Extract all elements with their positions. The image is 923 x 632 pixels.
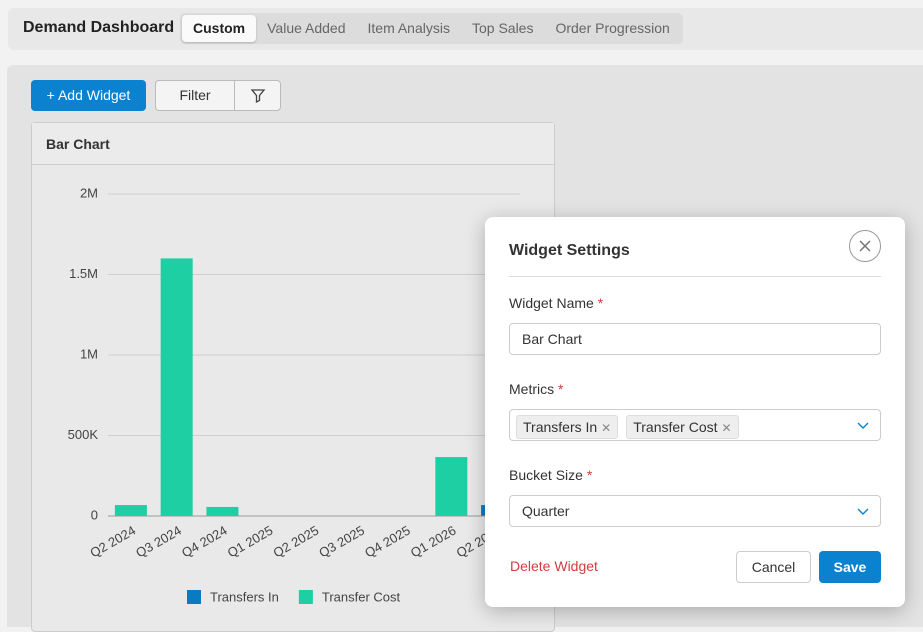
field-label: Widget Name * bbox=[509, 295, 604, 311]
page-title: Demand Dashboard bbox=[23, 19, 175, 36]
y-tick-label: 500K bbox=[68, 427, 99, 442]
widget-settings-dialog: Widget Settings Widget Name * Bar Chart … bbox=[485, 217, 905, 607]
bar bbox=[435, 457, 468, 516]
dialog-title: Widget Settings bbox=[509, 242, 630, 259]
metrics-select[interactable]: Transfers In ✕ Transfer Cost ✕ bbox=[509, 409, 881, 441]
bar bbox=[206, 506, 239, 516]
x-tick-label: Q4 2024 bbox=[179, 523, 230, 561]
bar bbox=[114, 505, 147, 516]
filter-icon bbox=[250, 89, 266, 104]
tab[interactable]: Item Analysis bbox=[367, 20, 450, 36]
top-bar: Demand Dashboard Custom Value Added Item A… bbox=[8, 8, 923, 50]
legend-swatch bbox=[187, 590, 201, 604]
field-label: Metrics * bbox=[509, 381, 564, 397]
x-tick-label: Q3 2024 bbox=[133, 523, 184, 561]
x-tick-label: Q3 2025 bbox=[316, 523, 367, 561]
cancel-button[interactable]: Cancel bbox=[736, 551, 811, 583]
x-tick-label: Q1 2025 bbox=[225, 523, 276, 561]
y-tick-label: 1M bbox=[80, 346, 98, 361]
bucket-size-select[interactable]: Quarter bbox=[509, 495, 881, 527]
widget-name-input[interactable]: Bar Chart bbox=[509, 323, 881, 355]
save-button[interactable]: Save bbox=[819, 551, 881, 583]
x-tick-label: Q4 2025 bbox=[362, 523, 413, 561]
tab[interactable]: Value Added bbox=[267, 20, 346, 36]
y-tick-label: 1.5M bbox=[69, 266, 98, 281]
legend-label: Transfer Cost bbox=[322, 589, 401, 604]
metric-tag[interactable]: Transfer Cost ✕ bbox=[626, 415, 739, 439]
field-label: Bucket Size * bbox=[509, 467, 593, 483]
filter-label: Filter bbox=[179, 87, 211, 103]
x-tick-label: Q2 2024 bbox=[87, 523, 138, 561]
tab-bar: Custom Value Added Item Analysis Top Sales O… bbox=[180, 13, 683, 44]
tab[interactable]: Top Sales bbox=[471, 20, 534, 36]
y-tick-label: 0 bbox=[91, 507, 98, 522]
delete-widget-link[interactable]: Delete Widget bbox=[510, 558, 598, 574]
tab[interactable]: Custom bbox=[182, 15, 257, 42]
tab[interactable]: Order Progression bbox=[555, 20, 670, 36]
legend-label: Transfers In bbox=[210, 589, 279, 604]
filter-button[interactable]: Filter bbox=[155, 80, 281, 111]
legend-swatch bbox=[298, 590, 313, 604]
y-tick-label: 2M bbox=[80, 185, 98, 200]
close-button[interactable] bbox=[849, 230, 881, 262]
x-tick-label: Q1 2026 bbox=[408, 523, 459, 561]
add-widget-button[interactable]: + Add Widget bbox=[31, 80, 146, 111]
widget-card: Bar Chart bbox=[31, 122, 555, 632]
bar bbox=[160, 258, 193, 516]
x-tick-label: Q2 2025 bbox=[271, 523, 322, 561]
widget-title: Bar Chart bbox=[32, 123, 554, 165]
metric-tag[interactable]: Transfers In ✕ bbox=[516, 415, 619, 439]
